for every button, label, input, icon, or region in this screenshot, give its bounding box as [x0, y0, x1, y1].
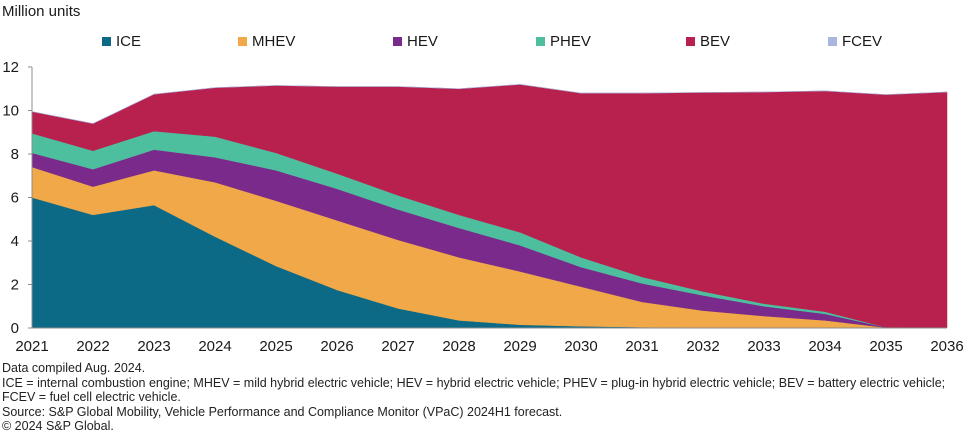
y-axis-title: Million units	[2, 3, 81, 20]
area-series-fcev	[31, 84, 948, 124]
y-tick-label: 4	[11, 233, 19, 250]
legend-item-bev: BEV	[686, 33, 730, 50]
note-copyright: © 2024 S&P Global.	[2, 419, 114, 434]
y-tick-label: 6	[11, 190, 19, 207]
x-tick-label: 2029	[503, 338, 536, 355]
legend-label-hev: HEV	[407, 33, 438, 50]
legend-item-mhev: MHEV	[238, 33, 295, 50]
chart-legend: ICE MHEV HEV PHEV BEV FCEV	[0, 33, 975, 53]
x-tick-label: 2035	[869, 338, 902, 355]
x-tick-label: 2022	[76, 338, 109, 355]
legend-item-ice: ICE	[102, 33, 141, 50]
legend-swatch-fcev	[828, 37, 837, 46]
legend-label-phev: PHEV	[550, 33, 591, 50]
legend-item-fcev: FCEV	[828, 33, 882, 50]
chart-notes: Data compiled Aug. 2024. ICE = internal …	[2, 361, 972, 434]
legend-swatch-phev	[536, 37, 545, 46]
x-tick-label: 2027	[381, 338, 414, 355]
y-axis: 0 2 4 6 8 10 12	[2, 59, 33, 337]
x-tick-label: 2024	[198, 338, 231, 355]
legend-swatch-bev	[686, 37, 695, 46]
legend-item-phev: PHEV	[536, 33, 591, 50]
y-tick-label: 0	[11, 320, 19, 337]
y-tick-label: 12	[2, 59, 19, 76]
note-compiled: Data compiled Aug. 2024.	[2, 361, 146, 375]
x-tick-label: 2034	[808, 338, 841, 355]
x-tick-label: 2026	[320, 338, 353, 355]
note-source: Source: S&P Global Mobility, Vehicle Per…	[2, 404, 563, 419]
legend-swatch-ice	[102, 37, 111, 46]
x-tick-label: 2023	[137, 338, 170, 355]
legend-label-bev: BEV	[700, 33, 731, 50]
legend-label-ice: ICE	[116, 33, 142, 50]
legend-swatch-hev	[393, 37, 402, 46]
x-tick-label: 2021	[15, 338, 48, 355]
note-definitions: ICE = internal combustion engine; MHEV =…	[2, 375, 946, 405]
legend-label-fcev: FCEV	[842, 33, 883, 50]
x-tick-label: 2032	[686, 338, 719, 355]
y-tick-label: 2	[11, 277, 19, 294]
x-tick-label: 2030	[564, 338, 597, 355]
area-series-group	[31, 84, 948, 329]
x-tick-label: 2025	[259, 338, 292, 355]
y-tick-label: 10	[2, 103, 19, 120]
x-tick-label: 2036	[930, 338, 963, 355]
x-tick-label: 2028	[442, 338, 475, 355]
legend-swatch-mhev	[238, 37, 247, 46]
x-tick-label: 2031	[625, 338, 658, 355]
legend-item-hev: HEV	[393, 33, 438, 50]
x-axis: 2021 2022 2023 2024 2025 2026 2027 2028 2029 2030…	[15, 327, 964, 355]
x-tick-label: 2033	[747, 338, 780, 355]
legend-label-mhev: MHEV	[252, 33, 296, 50]
y-tick-label: 8	[11, 146, 19, 163]
